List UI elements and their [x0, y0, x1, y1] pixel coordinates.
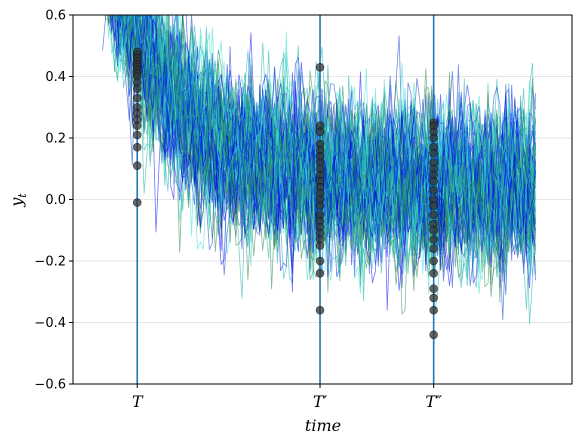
x-tick-label: T′ [313, 392, 328, 411]
x-tick-label: T″ [425, 392, 442, 411]
y-tick-label: −0.2 [34, 255, 66, 270]
y-tick-label: −0.6 [34, 378, 66, 393]
sample-point [429, 210, 438, 220]
sample-point [315, 268, 325, 278]
sample-point [429, 185, 438, 195]
y-axis-label-main: y [7, 197, 26, 208]
sample-point [132, 198, 142, 207]
sample-point [429, 235, 438, 244]
sample-point [315, 241, 325, 250]
sample-point [429, 133, 438, 143]
y-axis-label: yt [7, 193, 29, 208]
sample-point [429, 256, 438, 266]
sample-point [132, 161, 142, 170]
sample-point [429, 268, 438, 278]
sample-point [315, 62, 325, 72]
y-tick-label: 0.2 [45, 132, 66, 147]
sample-point [429, 149, 438, 158]
sample-point [429, 293, 438, 303]
x-tick-label: T [132, 392, 144, 411]
sample-point [315, 305, 325, 315]
sample-point [429, 330, 438, 340]
sample-point [429, 225, 438, 235]
y-axis-ticks: −0.6 −0.4 −0.2 0.0 0.2 0.4 0.6 [34, 9, 73, 393]
sample-point [429, 244, 438, 253]
y-tick-label: −0.4 [34, 316, 66, 331]
y-tick-label: 0.4 [45, 70, 66, 85]
y-tick-label: 0.6 [45, 9, 66, 24]
x-axis-label: time [305, 416, 341, 435]
sample-point [429, 201, 438, 210]
sample-point [132, 93, 142, 103]
sample-point [429, 305, 438, 315]
sample-point [315, 127, 325, 137]
sample-point [315, 201, 325, 210]
y-tick-label: 0.0 [45, 193, 66, 208]
sample-point [132, 142, 142, 152]
x-axis-ticks: T T′ T″ [132, 384, 442, 411]
sample-point [429, 284, 438, 293]
sample-point [132, 121, 142, 130]
sample-point [132, 84, 142, 94]
sample-point [315, 256, 325, 266]
sample-point [132, 130, 142, 140]
sample-point [429, 176, 438, 186]
sample-points [132, 47, 438, 340]
y-axis-label-subscript: t [16, 193, 29, 198]
